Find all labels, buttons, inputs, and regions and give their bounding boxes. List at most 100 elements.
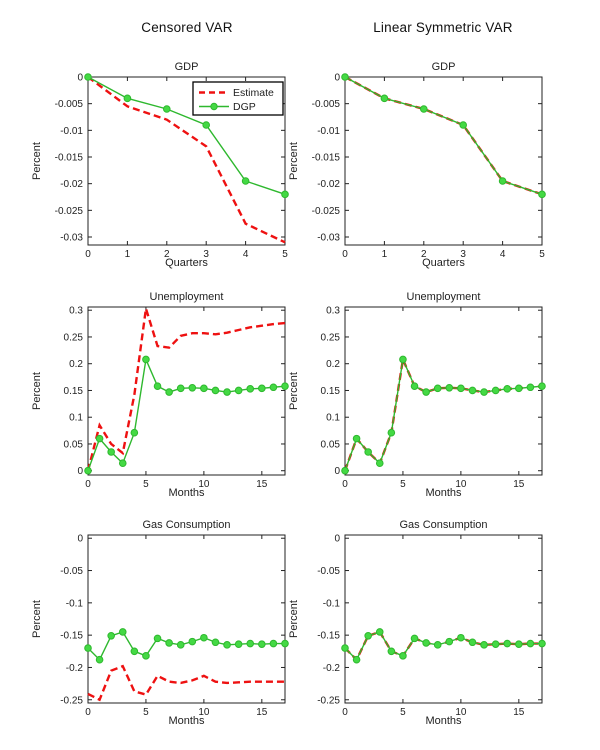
svg-text:-0.025: -0.025: [312, 206, 341, 217]
svg-text:0.25: 0.25: [321, 332, 341, 343]
svg-text:Months: Months: [168, 715, 205, 727]
svg-text:-0.05: -0.05: [60, 566, 83, 577]
svg-text:0.3: 0.3: [326, 306, 340, 317]
svg-text:0: 0: [77, 73, 83, 84]
svg-text:0.1: 0.1: [326, 413, 340, 424]
svg-text:Months: Months: [425, 487, 462, 499]
svg-text:5: 5: [143, 479, 149, 490]
svg-text:Gas Consumption: Gas Consumption: [142, 519, 230, 531]
svg-text:0: 0: [334, 73, 340, 84]
svg-text:-0.005: -0.005: [312, 99, 341, 110]
svg-text:0.05: 0.05: [321, 439, 341, 450]
svg-text:-0.1: -0.1: [66, 598, 84, 609]
svg-text:-0.01: -0.01: [60, 126, 83, 137]
svg-text:2: 2: [421, 249, 427, 260]
svg-text:Percent: Percent: [288, 600, 300, 638]
svg-text:Quarters: Quarters: [422, 257, 465, 269]
svg-text:0.15: 0.15: [64, 386, 84, 397]
svg-text:0.1: 0.1: [69, 413, 83, 424]
svg-text:5: 5: [400, 707, 406, 718]
svg-text:5: 5: [539, 249, 545, 260]
column-header-linear-symmetric-var: Linear Symmetric VAR: [373, 20, 513, 35]
svg-text:1: 1: [125, 249, 131, 260]
svg-text:-0.015: -0.015: [312, 153, 341, 164]
chart-censored-unemployment: 0 0.05 0.1 0.15 0.2 0.25 0.3 0 5 10 15 Unemployment…: [0, 230, 300, 500]
svg-text:15: 15: [256, 479, 268, 490]
svg-text:5: 5: [282, 249, 288, 260]
svg-text:Quarters: Quarters: [165, 257, 208, 269]
chart-linear-gdp: 0 -0.005 -0.01 -0.015 -0.02 -0.025 -0.03 0 1 2 3 4 5…: [257, 0, 557, 270]
svg-text:Percent: Percent: [31, 372, 43, 410]
svg-text:2: 2: [164, 249, 170, 260]
svg-text:0: 0: [342, 707, 348, 718]
svg-text:0: 0: [334, 534, 340, 545]
svg-text:-0.02: -0.02: [317, 179, 340, 190]
svg-text:0.15: 0.15: [321, 386, 341, 397]
svg-text:3: 3: [203, 249, 209, 260]
svg-text:3: 3: [460, 249, 466, 260]
svg-text:Months: Months: [168, 487, 205, 499]
svg-text:4: 4: [243, 249, 249, 260]
svg-text:15: 15: [513, 479, 525, 490]
svg-text:10: 10: [198, 707, 210, 718]
svg-text:0: 0: [342, 479, 348, 490]
svg-text:-0.05: -0.05: [317, 566, 340, 577]
svg-text:0: 0: [85, 249, 91, 260]
svg-text:GDP: GDP: [432, 61, 456, 73]
svg-text:0: 0: [342, 249, 348, 260]
svg-text:10: 10: [455, 479, 467, 490]
svg-text:-0.25: -0.25: [60, 695, 83, 706]
svg-text:1: 1: [382, 249, 388, 260]
svg-text:-0.02: -0.02: [60, 179, 83, 190]
svg-text:0.3: 0.3: [69, 306, 83, 317]
svg-text:0.2: 0.2: [326, 359, 340, 370]
svg-text:-0.2: -0.2: [323, 663, 341, 674]
svg-text:Percent: Percent: [31, 600, 43, 638]
svg-text:0.05: 0.05: [64, 439, 84, 450]
svg-text:-0.025: -0.025: [55, 206, 84, 217]
svg-text:Percent: Percent: [31, 142, 43, 180]
svg-text:GDP: GDP: [175, 61, 199, 73]
svg-text:Percent: Percent: [288, 372, 300, 410]
svg-text:10: 10: [455, 707, 467, 718]
svg-text:-0.03: -0.03: [317, 233, 340, 244]
svg-text:0: 0: [85, 479, 91, 490]
svg-text:0.2: 0.2: [69, 359, 83, 370]
chart-linear-unemployment: 0 0.05 0.1 0.15 0.2 0.25 0.3 0 5 10 15 Unemployment…: [257, 230, 557, 500]
chart-censored-gas-consumption: 0 -0.05 -0.1 -0.15 -0.2 -0.25 0 5 10 15 Gas Consum…: [0, 458, 300, 728]
svg-text:-0.015: -0.015: [55, 153, 84, 164]
svg-text:-0.15: -0.15: [317, 631, 340, 642]
svg-text:-0.03: -0.03: [60, 233, 83, 244]
svg-text:-0.01: -0.01: [317, 126, 340, 137]
svg-text:0: 0: [85, 707, 91, 718]
svg-text:0: 0: [77, 534, 83, 545]
svg-text:15: 15: [256, 707, 268, 718]
svg-text:Percent: Percent: [288, 142, 300, 180]
chart-linear-gas-consumption: 0 -0.05 -0.1 -0.15 -0.2 -0.25 0 5 10 15 Gas Consum…: [257, 458, 557, 728]
column-header-censored-var: Censored VAR: [141, 20, 233, 35]
svg-text:15: 15: [513, 707, 525, 718]
svg-text:DGP: DGP: [233, 101, 256, 113]
svg-text:0.25: 0.25: [64, 332, 84, 343]
svg-text:5: 5: [400, 479, 406, 490]
svg-text:-0.15: -0.15: [60, 631, 83, 642]
svg-text:10: 10: [198, 479, 210, 490]
chart-svg-linear-unemployment: 0 0.05 0.1 0.15 0.2 0.25 0.3 0 5 10 15 Unemployment…: [288, 291, 546, 499]
svg-text:Estimate: Estimate: [233, 87, 274, 99]
chart-svg-censored-unemployment: 0 0.05 0.1 0.15 0.2 0.25 0.3 0 5 10 15 Unemployment…: [31, 291, 289, 499]
svg-text:Unemployment: Unemployment: [150, 291, 224, 303]
svg-text:0: 0: [334, 466, 340, 477]
svg-text:Unemployment: Unemployment: [407, 291, 481, 303]
svg-text:-0.25: -0.25: [317, 695, 340, 706]
svg-text:Months: Months: [425, 715, 462, 727]
chart-censored-gdp: 0 -0.005 -0.01 -0.015 -0.02 -0.025 -0.03 0 1 2 3 4 5…: [0, 0, 300, 270]
chart-svg-linear-gdp: 0-0.005-0.01-0.015-0.02-0.025-0.030 1 2 3 4 5…: [288, 61, 546, 269]
svg-text:5: 5: [143, 707, 149, 718]
svg-text:0: 0: [77, 466, 83, 477]
svg-text:-0.1: -0.1: [323, 598, 341, 609]
svg-text:-0.2: -0.2: [66, 663, 84, 674]
svg-text:4: 4: [500, 249, 506, 260]
